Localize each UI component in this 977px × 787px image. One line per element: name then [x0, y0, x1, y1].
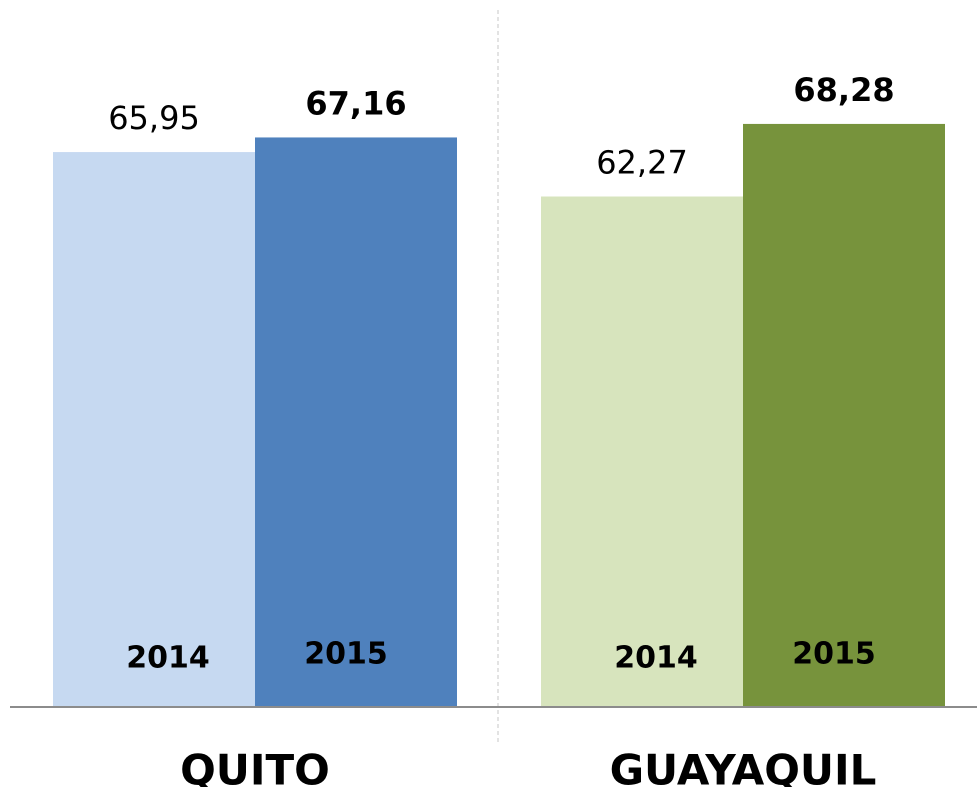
bar [255, 137, 457, 708]
bar [53, 152, 255, 708]
data-label: 65,95 [108, 99, 200, 137]
series-label: 2014 [126, 641, 210, 676]
data-label: 68,28 [793, 71, 894, 109]
series-label: 2014 [614, 641, 698, 676]
series-label: 2015 [792, 637, 876, 672]
x-tick-label: QUITO [180, 746, 330, 787]
series-label: 2015 [304, 637, 388, 672]
data-label: 62,27 [596, 144, 688, 182]
data-label: 67,16 [305, 84, 406, 122]
bar [743, 123, 945, 708]
bar [541, 196, 743, 707]
x-tick-label: GUAYAQUIL [610, 746, 877, 787]
